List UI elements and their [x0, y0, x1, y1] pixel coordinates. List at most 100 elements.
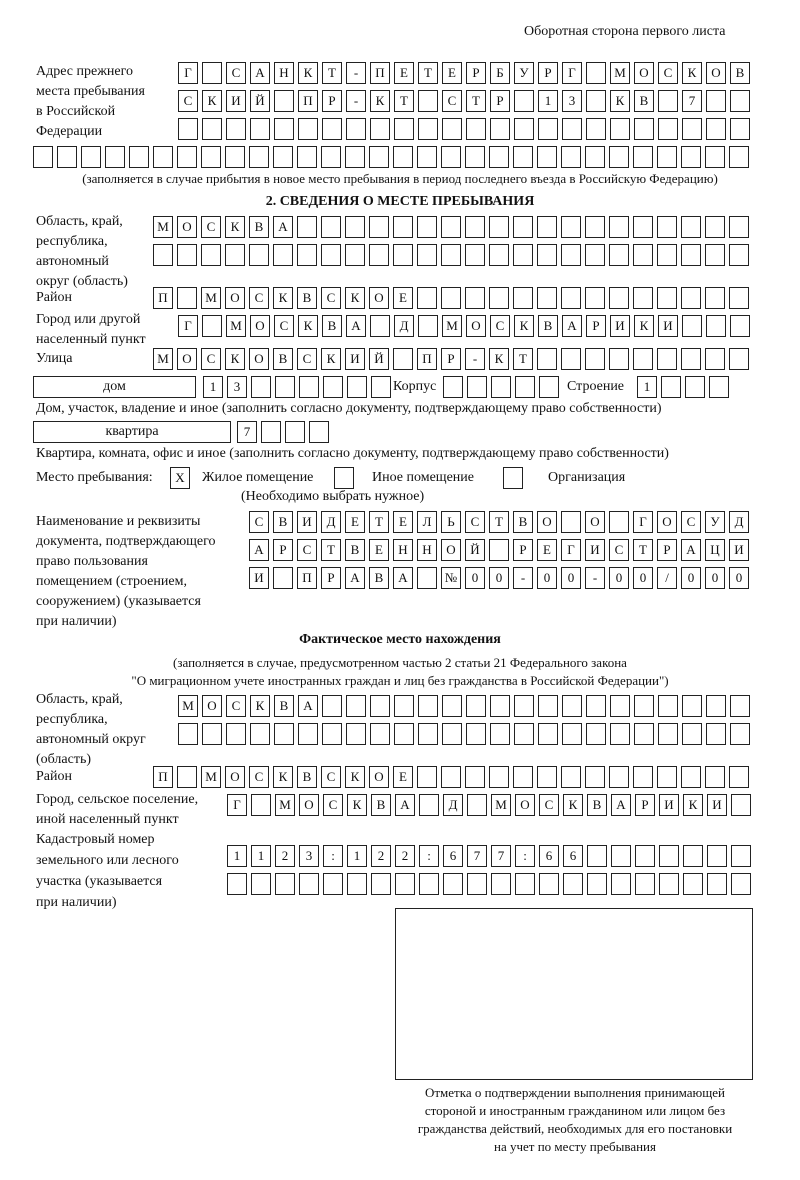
- district-cell[interactable]: М: [201, 287, 221, 309]
- region-row2-cell[interactable]: [465, 244, 485, 266]
- previous-address-row4-cell[interactable]: [153, 146, 173, 168]
- previous-address-row4-cell[interactable]: [369, 146, 389, 168]
- cadastre-row1-cell[interactable]: 6: [443, 845, 463, 867]
- actual-city-cell[interactable]: [419, 794, 439, 816]
- flat-number-cell[interactable]: [285, 421, 305, 443]
- previous-address-row2-cell[interactable]: В: [634, 90, 654, 112]
- document-row1-cell[interactable]: О: [657, 511, 677, 533]
- actual-region-row1-cell[interactable]: М: [178, 695, 198, 717]
- previous-address-row2-cell[interactable]: К: [610, 90, 630, 112]
- region-row1-cell[interactable]: [633, 216, 653, 238]
- district-cell[interactable]: П: [153, 287, 173, 309]
- previous-address-row4-cell[interactable]: [81, 146, 101, 168]
- previous-address-row4-cell[interactable]: [561, 146, 581, 168]
- cadastre-row2-cell[interactable]: [299, 873, 319, 895]
- document-row3-cell[interactable]: 0: [489, 567, 509, 589]
- actual-region-row1-cell[interactable]: [586, 695, 606, 717]
- previous-address-row2-cell[interactable]: [514, 90, 534, 112]
- previous-address-row3-cell[interactable]: [226, 118, 246, 140]
- actual-city-cell[interactable]: [467, 794, 487, 816]
- region-row2-cell[interactable]: [561, 244, 581, 266]
- previous-address-row3-cell[interactable]: [490, 118, 510, 140]
- document-row3-cell[interactable]: 0: [561, 567, 581, 589]
- city-cell[interactable]: А: [562, 315, 582, 337]
- document-row3-cell[interactable]: Р: [321, 567, 341, 589]
- previous-address-row2-cell[interactable]: К: [202, 90, 222, 112]
- actual-region-row2-cell[interactable]: [346, 723, 366, 745]
- street-cell[interactable]: П: [417, 348, 437, 370]
- actual-region-row1-cell[interactable]: [490, 695, 510, 717]
- actual-region-row2-cell[interactable]: [706, 723, 726, 745]
- house-number-cell[interactable]: 1: [203, 376, 223, 398]
- previous-address-row3-cell[interactable]: [250, 118, 270, 140]
- actual-region-row2-cell[interactable]: [226, 723, 246, 745]
- actual-region-row2-cell[interactable]: [370, 723, 390, 745]
- actual-region-row1-cell[interactable]: [394, 695, 414, 717]
- city-cell[interactable]: Р: [586, 315, 606, 337]
- previous-address-row3-cell[interactable]: [610, 118, 630, 140]
- previous-address-row4-cell[interactable]: [465, 146, 485, 168]
- district-cell[interactable]: [633, 287, 653, 309]
- actual-region-row2-cell[interactable]: [274, 723, 294, 745]
- cadastre-row1-cell[interactable]: :: [419, 845, 439, 867]
- previous-address-row4-cell[interactable]: [609, 146, 629, 168]
- document-row2-cell[interactable]: Н: [417, 539, 437, 561]
- actual-district-cell[interactable]: [705, 766, 725, 788]
- previous-address-row4-cell[interactable]: [249, 146, 269, 168]
- street-cell[interactable]: [609, 348, 629, 370]
- previous-address-row2-cell[interactable]: Т: [394, 90, 414, 112]
- region-row2-cell[interactable]: [657, 244, 677, 266]
- previous-address-row2-cell[interactable]: С: [178, 90, 198, 112]
- actual-region-row2-cell[interactable]: [658, 723, 678, 745]
- region-row2-cell[interactable]: [729, 244, 749, 266]
- city-cell[interactable]: [370, 315, 390, 337]
- actual-district-cell[interactable]: [465, 766, 485, 788]
- city-cell[interactable]: [730, 315, 750, 337]
- street-cell[interactable]: [537, 348, 557, 370]
- document-row1-cell[interactable]: Е: [345, 511, 365, 533]
- document-row3-cell[interactable]: 0: [729, 567, 749, 589]
- document-row1-cell[interactable]: Г: [633, 511, 653, 533]
- document-row2-cell[interactable]: О: [441, 539, 461, 561]
- flat-type-field[interactable]: квартира: [33, 421, 231, 443]
- previous-address-row1-cell[interactable]: П: [370, 62, 390, 84]
- previous-address-row2-cell[interactable]: 1: [538, 90, 558, 112]
- district-cell[interactable]: С: [321, 287, 341, 309]
- document-row1-cell[interactable]: Т: [369, 511, 389, 533]
- document-row3-cell[interactable]: /: [657, 567, 677, 589]
- actual-region-row2-cell[interactable]: [586, 723, 606, 745]
- actual-region-row1-cell[interactable]: [562, 695, 582, 717]
- actual-region-row1-cell[interactable]: [730, 695, 750, 717]
- actual-region-row2-cell[interactable]: [466, 723, 486, 745]
- actual-region-row1-cell[interactable]: [514, 695, 534, 717]
- document-row2-cell[interactable]: [489, 539, 509, 561]
- region-row1-cell[interactable]: М: [153, 216, 173, 238]
- street-cell[interactable]: В: [273, 348, 293, 370]
- building-cell[interactable]: [661, 376, 681, 398]
- place-option-checkbox[interactable]: [503, 467, 523, 489]
- actual-region-row1-cell[interactable]: [658, 695, 678, 717]
- cadastre-row1-cell[interactable]: 6: [563, 845, 583, 867]
- cadastre-row1-cell[interactable]: 7: [467, 845, 487, 867]
- document-row1-cell[interactable]: О: [537, 511, 557, 533]
- cadastre-row1-cell[interactable]: [635, 845, 655, 867]
- document-row1-cell[interactable]: Д: [729, 511, 749, 533]
- previous-address-row3-cell[interactable]: [418, 118, 438, 140]
- document-row3-cell[interactable]: А: [345, 567, 365, 589]
- cadastre-row1-cell[interactable]: 6: [539, 845, 559, 867]
- previous-address-row4-cell[interactable]: [345, 146, 365, 168]
- actual-region-row2-cell[interactable]: [394, 723, 414, 745]
- actual-city-cell[interactable]: К: [347, 794, 367, 816]
- street-cell[interactable]: Й: [369, 348, 389, 370]
- street-cell[interactable]: К: [321, 348, 341, 370]
- cadastre-row2-cell[interactable]: [275, 873, 295, 895]
- street-cell[interactable]: [729, 348, 749, 370]
- actual-region-row1-cell[interactable]: [442, 695, 462, 717]
- actual-region-row2-cell[interactable]: [634, 723, 654, 745]
- district-cell[interactable]: [585, 287, 605, 309]
- cadastre-row1-cell[interactable]: [731, 845, 751, 867]
- document-row3-cell[interactable]: В: [369, 567, 389, 589]
- street-cell[interactable]: О: [177, 348, 197, 370]
- cadastre-row2-cell[interactable]: [539, 873, 559, 895]
- previous-address-row4-cell[interactable]: [201, 146, 221, 168]
